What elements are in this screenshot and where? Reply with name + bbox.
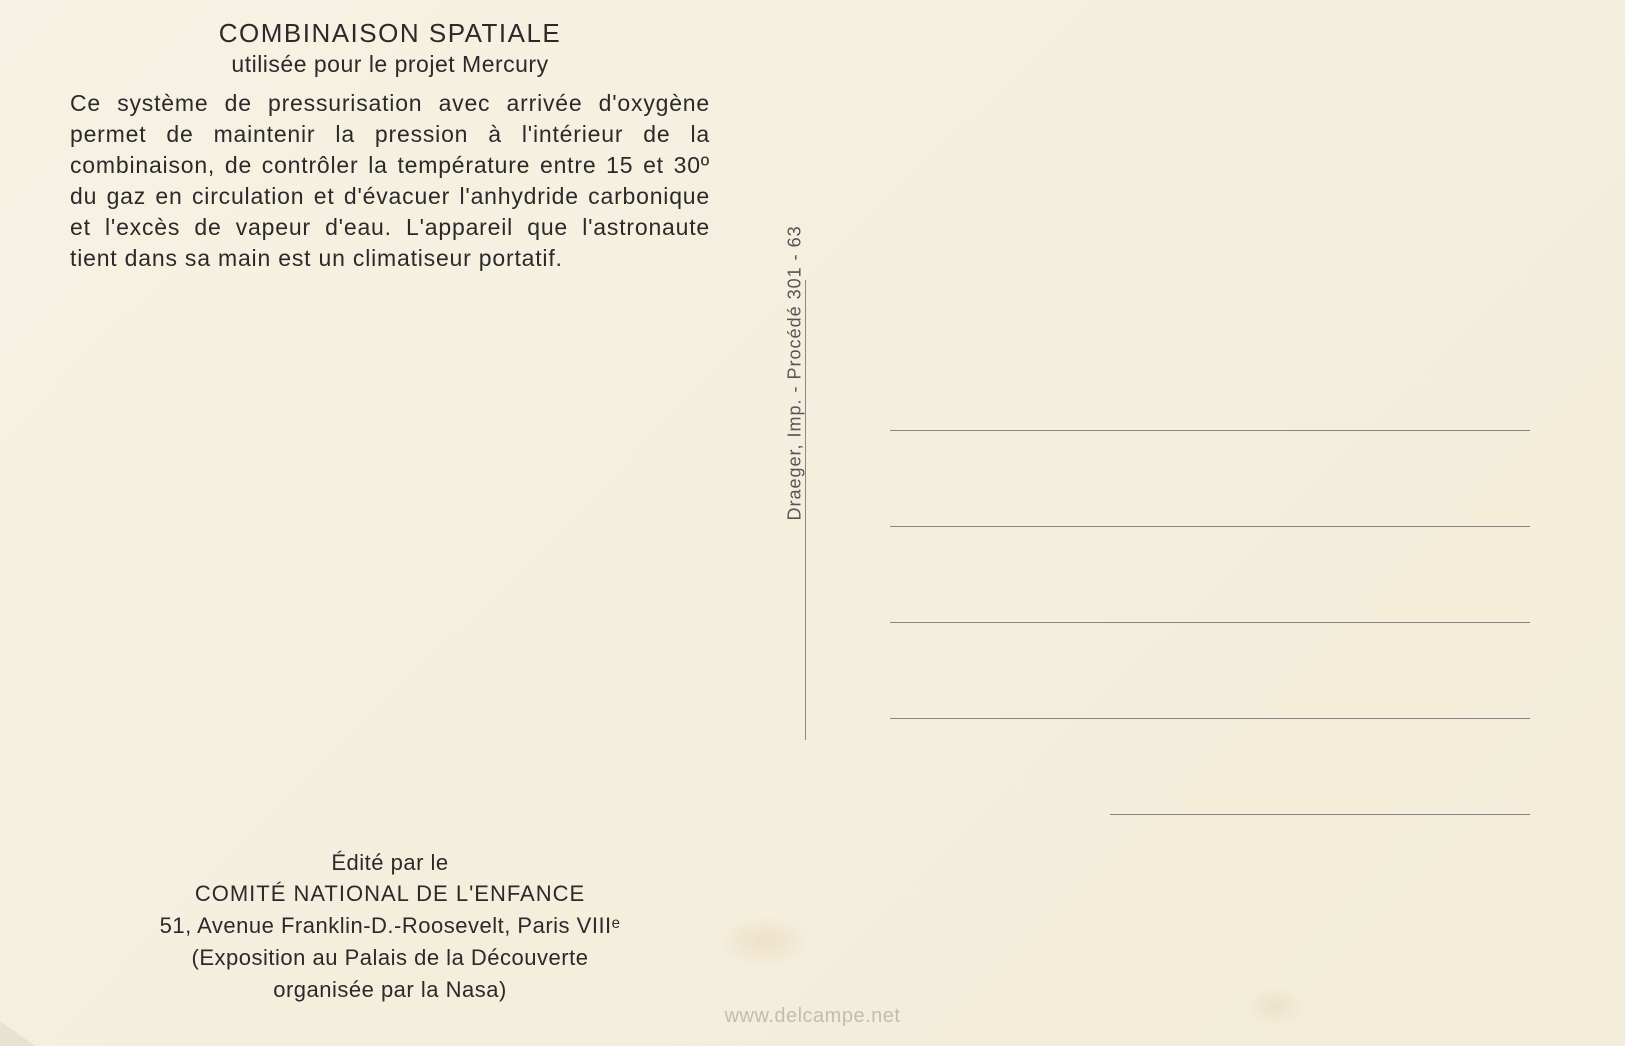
publisher-block: Édité par le COMITÉ NATIONAL DE L'ENFANC…	[70, 847, 710, 1006]
card-title: COMBINAISON SPATIALE	[70, 18, 710, 49]
watermark-text: www.delcampe.net	[725, 1005, 901, 1028]
publisher-address: 51, Avenue Franklin-D.-Roosevelt, Paris …	[70, 910, 710, 942]
address-lines-block	[890, 430, 1530, 815]
address-line	[890, 526, 1530, 527]
description-paragraph: Ce système de pressurisation avec arrivé…	[70, 88, 710, 274]
postcard-back: COMBINAISON SPATIALE utilisée pour le pr…	[0, 0, 1625, 1046]
paper-stain	[1245, 986, 1305, 1026]
card-subtitle: utilisée pour le projet Mercury	[70, 51, 710, 78]
paper-stain	[720, 916, 810, 966]
address-line	[890, 430, 1530, 431]
header-block: COMBINAISON SPATIALE utilisée pour le pr…	[70, 18, 710, 78]
exhibition-line-1: (Exposition au Palais de la Découverte	[70, 942, 710, 974]
address-line	[890, 718, 1530, 719]
publisher-name: COMITÉ NATIONAL DE L'ENFANCE	[70, 878, 710, 910]
publisher-prefix: Édité par le	[70, 847, 710, 879]
corner-wear	[0, 1021, 35, 1046]
address-line	[890, 622, 1530, 623]
address-line	[1110, 814, 1530, 815]
exhibition-line-2: organisée par la Nasa)	[70, 974, 710, 1006]
printer-credit: Draeger, Imp. - Procédé 301 - 63	[785, 225, 806, 520]
